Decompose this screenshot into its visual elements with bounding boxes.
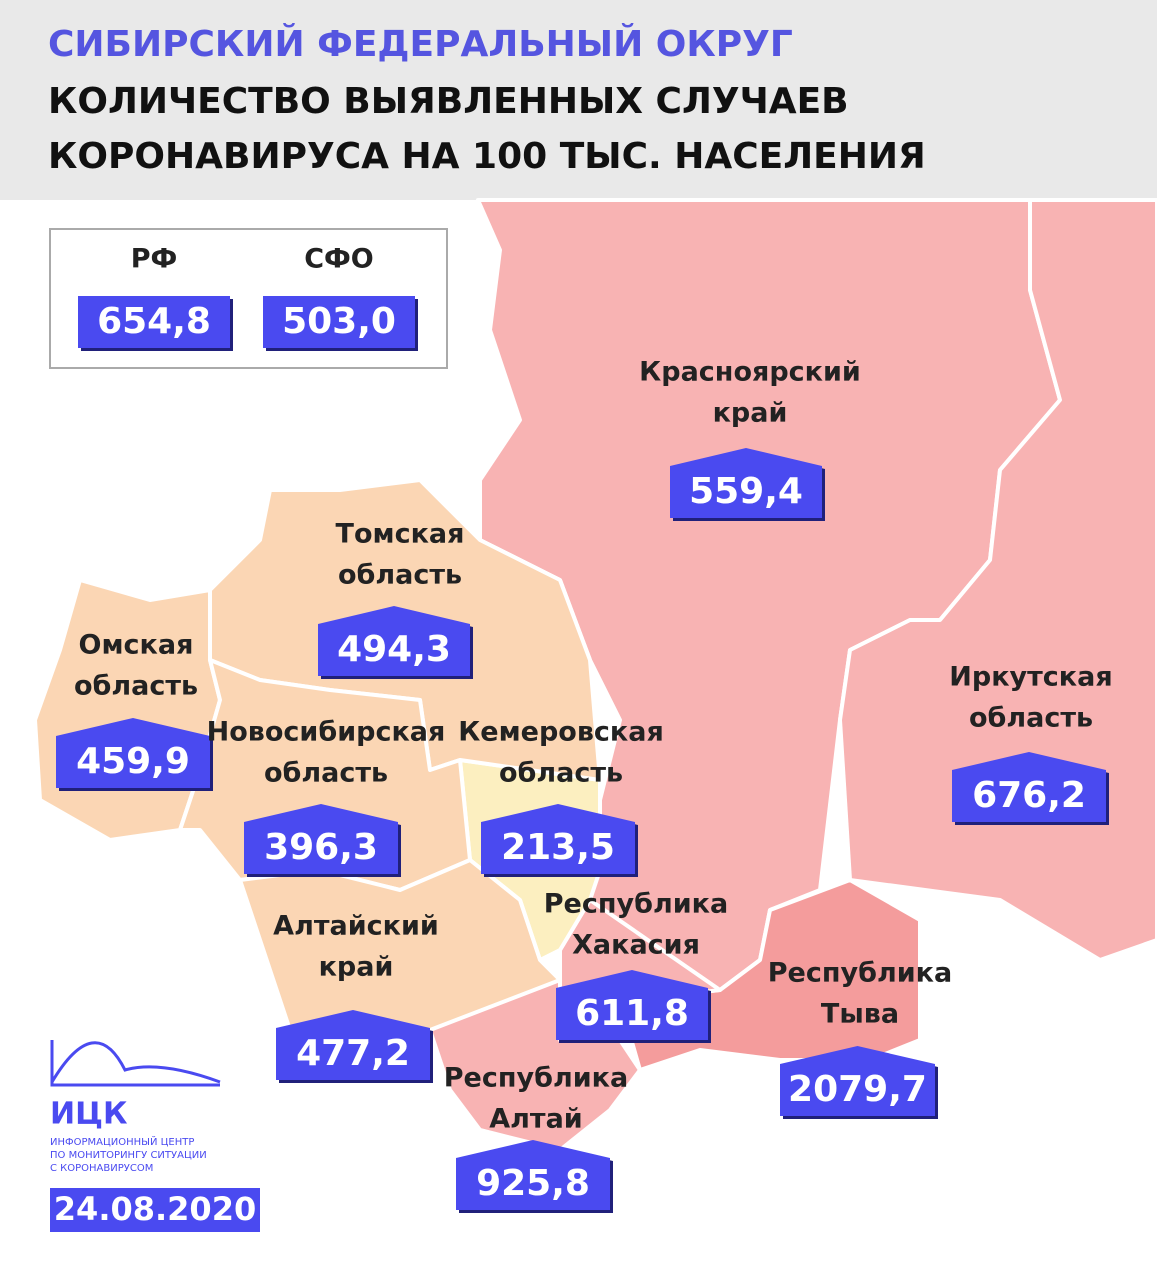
value: 2079,7	[788, 1069, 927, 1110]
region-name: Хакасия	[572, 930, 700, 961]
region-name: Республика	[544, 889, 728, 920]
value-badge	[670, 448, 822, 518]
value-badge	[263, 296, 415, 348]
region-name: Тыва	[821, 999, 899, 1030]
region-name: Иркутская	[949, 662, 1112, 693]
region-name: Кемеровская	[458, 717, 664, 748]
region-name: область	[264, 758, 388, 789]
value: 494,3	[337, 629, 451, 670]
date-box	[50, 1188, 260, 1232]
logo-mark	[50, 1040, 220, 1087]
value-badge	[952, 752, 1106, 822]
value-badge	[244, 804, 398, 874]
region-name: край	[713, 398, 788, 429]
value-badge	[481, 804, 635, 874]
region-name: Красноярский	[639, 357, 861, 388]
value: 676,2	[972, 775, 1086, 816]
region-name: Новосибирская	[207, 717, 446, 748]
region-name: Алтай	[489, 1104, 582, 1135]
summary-label: СФО	[304, 244, 374, 275]
value-badge	[456, 1140, 610, 1210]
value: 396,3	[264, 827, 378, 868]
logo-caption: ПО МОНИТОРИНГУ СИТУАЦИИ	[50, 1150, 207, 1161]
value-badge	[56, 718, 210, 788]
value: 503,0	[282, 301, 396, 342]
value: 925,8	[476, 1163, 590, 1204]
summary-label: РФ	[131, 244, 178, 275]
logo-caption: С КОРОНАВИРУСОМ	[50, 1163, 153, 1174]
region-name: край	[319, 952, 394, 983]
value-badge	[556, 970, 708, 1040]
region-name: Омская	[79, 630, 194, 661]
value: 213,5	[501, 827, 615, 868]
region-name: Республика	[444, 1063, 628, 1094]
region-name: Томская	[336, 519, 465, 550]
value: 459,9	[76, 741, 190, 782]
logo-mark	[50, 1041, 221, 1084]
logo-caption: ИНФОРМАЦИОННЫЙ ЦЕНТР	[50, 1135, 194, 1148]
subtitle: КОЛИЧЕСТВО ВЫЯВЛЕННЫХ СЛУЧАЕВ	[48, 81, 849, 122]
date: 24.08.2020	[54, 1190, 256, 1228]
value: 477,2	[296, 1033, 410, 1074]
value-badge	[780, 1046, 935, 1116]
logo	[50, 1040, 221, 1087]
summary: РФ 654,8 СФО 503,0	[78, 244, 418, 351]
value: 611,8	[575, 993, 689, 1034]
value: 654,8	[97, 301, 211, 342]
region-name: область	[74, 671, 198, 702]
region-name: Республика	[768, 958, 952, 989]
title: СИБИРСКИЙ ФЕДЕРАЛЬНЫЙ ОКРУГ	[48, 23, 793, 65]
region-name: область	[338, 560, 462, 591]
header-band	[0, 0, 1157, 200]
region-name: область	[969, 703, 1093, 734]
region-name: Алтайский	[273, 911, 439, 942]
region-labels: Красноярский край 559,4 Томская область 494,3…	[56, 357, 1113, 1213]
value-badge	[78, 296, 230, 348]
value: 559,4	[689, 471, 803, 512]
logo-name: ИЦК	[50, 1097, 128, 1132]
value-badge	[318, 606, 470, 676]
subtitle: КОРОНАВИРУСА НА 100 ТЫС. НАСЕЛЕНИЯ	[48, 136, 926, 177]
region-name: область	[499, 758, 623, 789]
map	[33, 198, 1157, 1152]
value-badge	[276, 1010, 430, 1080]
